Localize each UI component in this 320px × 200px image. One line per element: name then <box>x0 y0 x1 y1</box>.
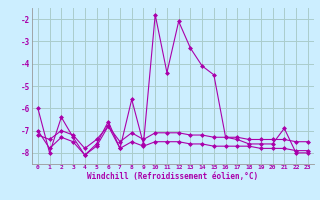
X-axis label: Windchill (Refroidissement éolien,°C): Windchill (Refroidissement éolien,°C) <box>87 172 258 181</box>
